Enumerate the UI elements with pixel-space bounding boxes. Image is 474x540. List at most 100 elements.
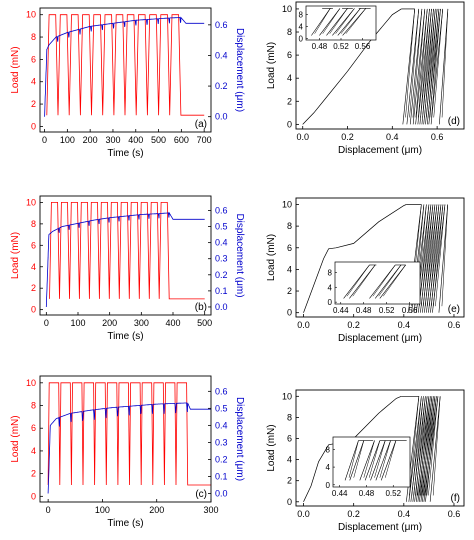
panel-b-ytick-label: 10 [26,197,36,207]
panel-d-cycle-line [406,8,420,125]
panel-d-inset-line [319,8,341,36]
panel-e-xlabel: Displacement (μm) [338,333,422,344]
panel-d-cycle-line [409,8,420,118]
panel-b-ytick-right-label: 0.5 [215,222,228,232]
panel-c-ytick-right-label: 0.5 [215,403,228,413]
panel-d-cycle-line [415,8,426,118]
panel-e-inset-line [343,264,370,299]
panel-d-cycle-line [423,8,436,125]
panel-c-ytick-label: 6 [31,423,36,433]
panel-f-ytick-label: 0 [287,497,292,507]
panel-f-cycle-line [419,396,433,502]
panel-f-label: (f) [451,493,460,504]
panel-b-ylabel: Load (mN) [10,232,21,279]
panel-c-ytick-label: 2 [31,469,36,479]
panel-d-cycle-line [405,8,415,118]
panel-f-xtick-label: 0.0 [297,509,310,519]
panel-f-cycle-line [422,396,433,496]
panel-b-xtick-label: 200 [102,318,117,328]
panel-f-ytick-label: 4 [287,455,292,465]
panel-f-inset-line [375,440,391,481]
panel-d-cycle-line [420,8,430,118]
panel-f-inset-line [374,440,386,478]
panel-d-inset-line [326,8,348,36]
panel-d-cycle-line [412,8,426,125]
panel-a-displacement-series [44,16,205,117]
panel-d-label: (d) [448,116,460,127]
panel-a-xtick-label: 200 [83,135,98,145]
panel-a-ytick-label: 2 [31,99,36,109]
panel-d-cycle-line [419,8,432,125]
panel-e-inset-line [378,264,402,297]
panel-c-ytick-label: 0 [31,491,36,501]
panel-a-xtick-label: 600 [174,135,189,145]
panel-d-loading-curve [302,8,402,125]
panel-f-cycle-line [425,396,439,502]
panel-d-xtick-label: 0.6 [431,132,444,142]
panel-f-cycle-line [420,396,434,502]
panel-b-ytick-label: 8 [31,219,36,229]
panel-d-inset-ytick-label: 4 [299,22,304,31]
panel-f-inset-line [364,440,381,481]
panel-e-cycle-line [438,204,449,313]
panel-f-inset-line [368,440,381,478]
panel-f-cycle-line [410,396,424,502]
panel-b-label: (b) [195,302,207,313]
panel-d-inset-line [345,8,366,34]
panel-b-xtick-label: 300 [134,318,149,328]
panel-f-cycle-line [419,396,430,496]
panel-d-cycle-line [412,8,423,118]
panel-e-inset-line [349,264,376,299]
panel-b-displacement-series [45,211,205,308]
panel-a-frame [39,7,212,133]
panel-f-cycle-line [422,396,436,502]
panel-e-ytick-label: 6 [287,243,292,253]
panel-c-ytick-right-label: 0.2 [215,454,228,464]
panel-f-inset-ytick-label: 8 [326,445,331,454]
panel-f-inset-line [384,440,397,478]
panel-e-inset-xtick-label: 0.48 [356,306,372,315]
panel-b-ytick-label: 0 [31,305,36,315]
panel-d-frame [295,1,465,130]
panel-e-inset-line [372,264,396,297]
panel-d-ytick-label: 8 [287,27,292,37]
panel-d-ytick-label: 6 [287,50,292,60]
panel-d-cycle-line [426,8,440,125]
panel-c-ytick-right-label: 0.0 [215,488,228,498]
panel-f-cycle-line [432,396,441,496]
panel-d-cycle-line [430,8,444,125]
panel-c-xtick-label: 100 [95,505,110,515]
panel-f-cycle-line [416,396,430,502]
panel-d-ytick-label: 4 [287,73,292,83]
panel-e-inset-line [346,264,370,297]
panel-d-inset-ytick-label: 8 [299,10,304,19]
panel-b-ytick-right-label: 0.0 [215,302,228,312]
panel-a-xtick-label: 700 [197,135,212,145]
panel-b-ytick-right-label: 0.1 [215,286,228,296]
panel-e-ytick-label: 0 [287,308,292,318]
panel-a-label: (a) [195,119,207,130]
panel-f-inset-xtick-label: 0.48 [359,489,375,498]
panel-e-inset-line [352,264,376,297]
panel-c-xtick-label: 300 [203,505,218,515]
panel-e-inset-frame [334,261,421,305]
panel-f-inset-xtick-label: 0.52 [385,489,401,498]
panel-f-xtick-label: 0.6 [448,509,461,519]
panel-e-ylabel: Load (mN) [266,234,277,281]
panel-f-cycle-line [423,396,434,496]
panel-e-cycle-line [435,204,446,307]
panel-c-xlabel: Time (s) [107,518,143,529]
panel-d-xlabel: Displacement (μm) [338,145,422,156]
panel-f-cycle-line [414,396,428,502]
panel-b-ytick-right-label: 0.2 [215,270,228,280]
panel-f-cycle-line [408,396,422,502]
panel-b-ytick-label: 2 [31,283,36,293]
panel-d-ytick-label: 0 [287,119,292,129]
panel-c-ytick-label: 4 [31,446,36,456]
panel-e-frame [295,197,465,318]
panel-e-ytick-label: 2 [287,286,292,296]
panel-e-ytick-label: 8 [287,221,292,231]
panel-d-cycle-line [409,8,423,125]
panel-c-ytick-right-label: 0.6 [215,386,228,396]
panel-d-xtick-label: 0.2 [341,132,354,142]
